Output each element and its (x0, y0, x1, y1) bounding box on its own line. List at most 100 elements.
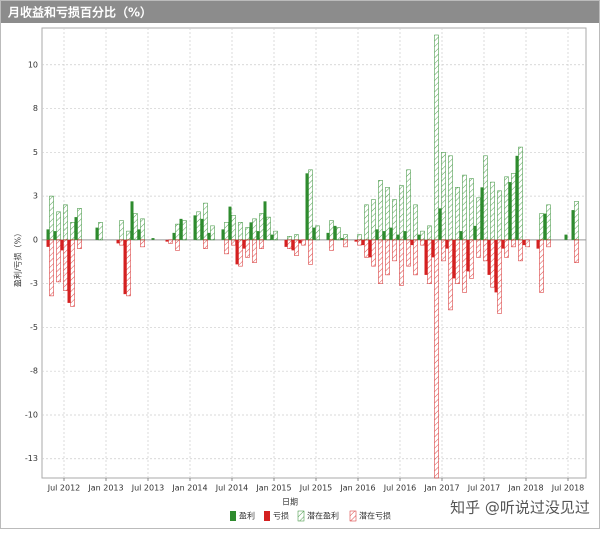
potential-bar (441, 152, 446, 241)
bar (424, 239, 428, 275)
potential-bar (266, 216, 271, 241)
potential-bar (448, 239, 453, 311)
potential-bar (378, 239, 383, 284)
bar (179, 218, 183, 240)
potential-bar (168, 239, 173, 244)
potential-bar (364, 204, 369, 241)
y-axis-title: 盈利/亏损（%） (13, 229, 23, 287)
potential-bar (308, 169, 313, 241)
potential-bar (427, 239, 432, 284)
potential-bar (539, 213, 544, 241)
y-tick-label: -10 (25, 410, 38, 419)
legend-label: 潜在盈利 (307, 511, 339, 521)
bar (508, 182, 512, 240)
bar (235, 239, 239, 265)
bar (354, 239, 358, 242)
potential-bar (329, 220, 334, 241)
bar (431, 239, 435, 258)
potential-bar (413, 204, 418, 241)
potential-bar (357, 234, 362, 241)
y-tick-label: -13 (25, 454, 38, 463)
potential-bar (462, 174, 467, 241)
bar (543, 213, 547, 240)
x-tick-label: Jan 2017 (423, 484, 459, 493)
potential-bar (315, 225, 320, 241)
bar (396, 234, 400, 240)
bar (368, 239, 372, 258)
potential-bar (406, 169, 411, 241)
bar (74, 217, 78, 240)
bar (60, 239, 64, 251)
potential-bar (504, 176, 509, 241)
legend-label: 盈利 (239, 511, 255, 521)
potential-bar (245, 227, 250, 241)
potential-bar (77, 208, 82, 241)
potential-bar (490, 239, 495, 288)
bar (480, 187, 484, 240)
potential-bar (252, 218, 257, 241)
potential-bar (413, 239, 418, 276)
bar (298, 239, 302, 244)
potential-bar (175, 223, 180, 241)
legend-swatch (349, 510, 357, 522)
bar (473, 225, 477, 240)
x-tick-label: Jul 2015 (299, 484, 333, 493)
potential-bar (259, 213, 264, 241)
potential-bar (448, 155, 453, 241)
bar (438, 208, 442, 240)
legend-swatch (264, 511, 270, 521)
potential-bar (504, 239, 509, 258)
x-tick-label: Jul 2014 (215, 484, 249, 493)
potential-bar (343, 234, 348, 241)
potential-bar (476, 197, 481, 241)
y-tick-label: 8 (33, 104, 38, 113)
bar (130, 201, 134, 240)
bar (256, 231, 260, 240)
potential-bar (308, 239, 313, 265)
x-tick-label: Jul 2016 (383, 484, 417, 493)
potential-bar (287, 236, 292, 241)
bar (165, 239, 169, 242)
potential-bar (98, 222, 103, 241)
potential-bar (574, 239, 579, 263)
bar (333, 225, 337, 240)
potential-bar (469, 239, 474, 279)
potential-bar (525, 239, 530, 248)
potential-bar (574, 201, 579, 241)
potential-bar (245, 239, 250, 258)
potential-bar (126, 239, 131, 297)
potential-bar (476, 239, 481, 258)
bar (291, 239, 295, 251)
x-tick-label: Jan 2016 (339, 484, 375, 493)
legend-swatch (297, 510, 305, 522)
potential-bar (49, 239, 54, 297)
potential-bar (238, 239, 243, 267)
bar (452, 239, 456, 279)
potential-bar (392, 239, 397, 262)
potential-bar (371, 199, 376, 241)
potential-bar (357, 239, 362, 246)
potential-bar (336, 227, 341, 241)
potential-bar (518, 239, 523, 262)
potential-bar (63, 204, 68, 241)
potential-bar (133, 213, 138, 241)
potential-bar (546, 239, 551, 248)
potential-bar (469, 178, 474, 241)
x-tick-label: Jan 2014 (171, 484, 207, 493)
bar (389, 227, 393, 240)
potential-bar (371, 239, 376, 267)
y-tick-label: 10 (28, 60, 38, 69)
potential-bar (273, 230, 278, 241)
x-axis-title: 日期 (282, 498, 298, 507)
title-bar (1, 1, 599, 23)
potential-bar (126, 230, 131, 241)
bar (207, 232, 211, 240)
potential-bar (511, 173, 516, 241)
potential-bar (119, 239, 124, 246)
potential-bar (203, 239, 208, 249)
bar (116, 239, 120, 244)
potential-bar (70, 239, 75, 307)
potential-bar (511, 239, 516, 248)
bar (46, 239, 50, 247)
potential-bar (63, 239, 68, 291)
